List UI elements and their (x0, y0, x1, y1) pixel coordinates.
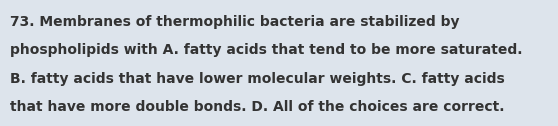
Text: phospholipids with A. fatty acids that tend to be more saturated.: phospholipids with A. fatty acids that t… (10, 43, 522, 57)
Text: 73. Membranes of thermophilic bacteria are stabilized by: 73. Membranes of thermophilic bacteria a… (10, 15, 460, 29)
Text: that have more double bonds. D. All of the choices are correct.: that have more double bonds. D. All of t… (10, 100, 504, 114)
Text: B. fatty acids that have lower molecular weights. C. fatty acids: B. fatty acids that have lower molecular… (10, 72, 505, 86)
